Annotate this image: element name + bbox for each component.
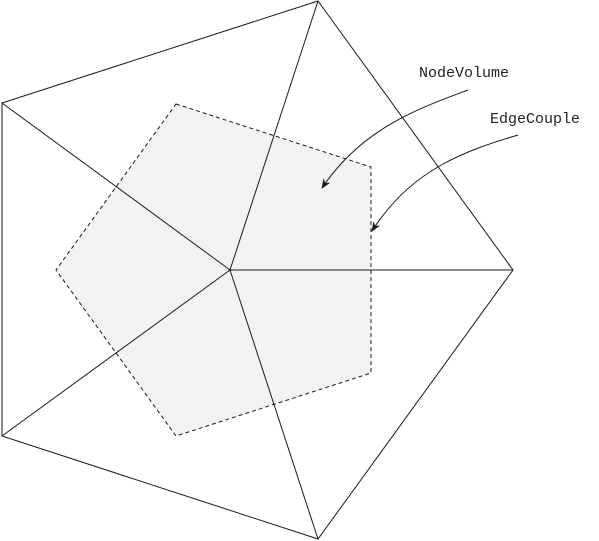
mesh-edge-top bbox=[229, 0, 319, 271]
mesh-edge-upper-left bbox=[1, 102, 231, 271]
node-volume-arrow bbox=[321, 89, 469, 189]
mesh-edge-lower-left bbox=[1, 269, 231, 437]
edge-couple-arrow bbox=[371, 134, 519, 232]
outer-mesh-boundary bbox=[1, 0, 514, 540]
node-volume-label: NodeVolume bbox=[419, 65, 509, 82]
central-node bbox=[228, 268, 232, 272]
edge-couple-label: EdgeCouple bbox=[490, 111, 580, 128]
mesh-edge-bottom bbox=[229, 269, 319, 540]
